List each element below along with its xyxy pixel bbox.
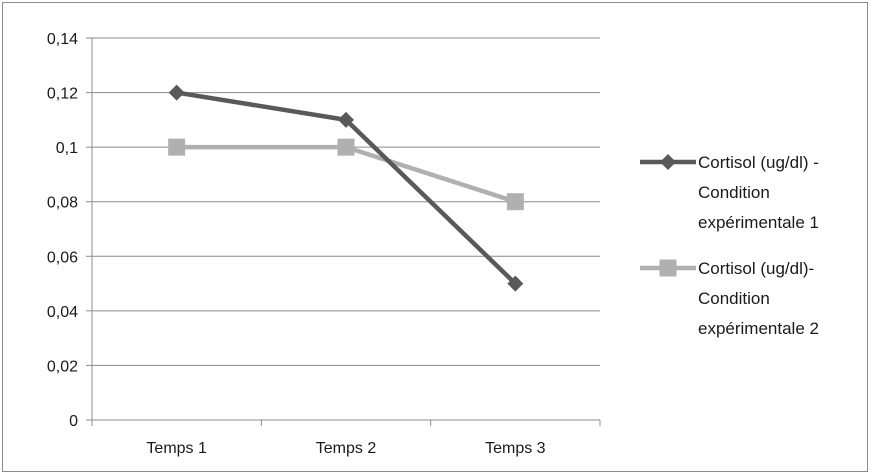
x-tick-label: Temps 2: [316, 440, 377, 457]
legend-entry-text: Condition: [698, 183, 770, 202]
legend-entry-text: Cortisol (ug/dl)-: [698, 259, 814, 278]
series-2-point: [337, 138, 355, 156]
x-tick-label: Temps 1: [146, 440, 207, 457]
y-tick-label: 0,04: [47, 304, 78, 321]
legend-entry-text: expérimentale 2: [698, 319, 819, 338]
legend-entry-text: Cortisol (ug/dl) -: [698, 153, 819, 172]
y-tick-label: 0,08: [47, 195, 78, 212]
legend-swatch-marker: [659, 259, 677, 277]
y-tick-label: 0,14: [47, 31, 78, 48]
series-1-point: [338, 111, 354, 128]
series-2-point: [168, 138, 186, 156]
legend-entry-text: Condition: [698, 289, 770, 308]
y-tick-label: 0,1: [56, 140, 78, 157]
y-tick-label: 0,02: [47, 358, 78, 375]
series-1-point: [168, 84, 185, 101]
legend-entry-text: expérimentale 1: [698, 213, 819, 232]
y-tick-label: 0,06: [47, 249, 78, 266]
y-tick-label: 0: [69, 413, 78, 430]
x-tick-label: Temps 3: [485, 440, 546, 457]
series-2-point: [506, 193, 524, 211]
y-tick-label: 0,12: [47, 86, 78, 103]
series-1-point: [507, 275, 524, 292]
legend-swatch-marker: [660, 154, 676, 170]
